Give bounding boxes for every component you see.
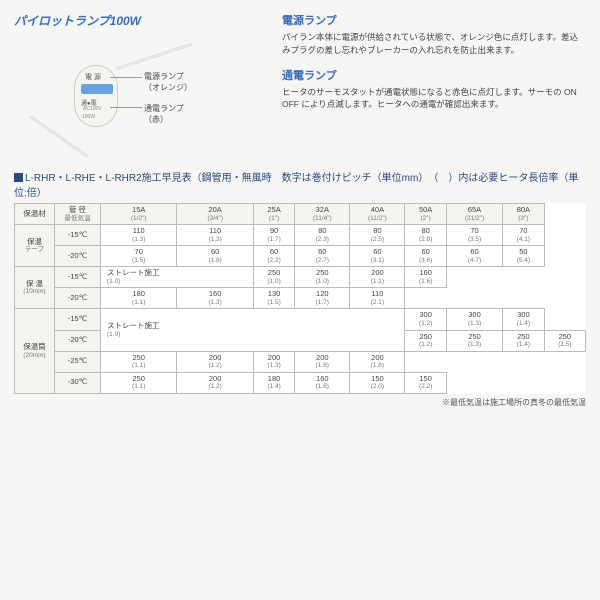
value-cell: ストレート施工(1.0) [101,309,405,351]
cord-upper [115,43,192,71]
value-cell: 120(1.7) [295,288,350,309]
value-cell: 60(4.7) [446,246,502,267]
value-cell: 300(1.3) [446,309,502,330]
callout-1-sub: （オレンジ） [144,83,192,92]
temp-header: -15℃ [55,267,101,288]
value-cell: 60(1.8) [177,246,253,267]
device-text-voltage: AC100V [83,106,102,112]
value-cell: 110(1.3) [177,225,253,246]
temp-header: -30℃ [55,372,101,393]
device-text-watt: 100W [82,114,95,120]
value-cell: 60(2.2) [253,246,294,267]
value-cell: 250(1.2) [405,330,446,351]
pilot-lamp-device: 電 源 通●電 AC100V 100W [74,65,118,127]
table-title: L-RHR・L-RHE・L-RHR2施工早見表（鋼管用・無風時 数字は巻付けピッ… [14,169,586,199]
spec-table: 保温材管 径最低気温15A(1/2")20A(3/4")25A(1")32A(1… [14,203,586,394]
section-2-body: ヒータのサーモスタットが通電状態になると赤色に点灯します。サーモの ON OFF… [282,86,586,112]
row-group-header: 保温テープ [15,225,55,267]
col-header: 管 径最低気温 [55,204,101,225]
value-cell: 200(1.2) [177,372,253,393]
value-cell: 80(2.8) [405,225,446,246]
value-cell: 250(1.1) [101,372,177,393]
col-header: 50A(2") [405,204,446,225]
value-cell: 250(1.1) [101,351,177,372]
value-cell: 200(1.8) [350,351,405,372]
callout-power-lamp: 電源ランプ （オレンジ） [144,71,192,93]
value-cell: 80(2.5) [350,225,405,246]
col-header: 保温材 [15,204,55,225]
leader-line-2 [110,107,142,108]
top-section: パイロットランプ100W 電 源 通●電 AC100V 100W 電源ランプ （… [14,12,586,155]
value-cell: 150(2.2) [405,372,446,393]
value-cell: 300(1.2) [405,309,446,330]
table-footnote: ※最低気温は施工場所の真冬の最低気温 [14,397,586,408]
value-cell: 60(3.1) [350,246,405,267]
value-cell: 200(1.3) [253,351,294,372]
section-1-heading: 電源ランプ [282,12,586,28]
table-head: 保温材管 径最低気温15A(1/2")20A(3/4")25A(1")32A(1… [15,204,586,225]
callout-1-label: 電源ランプ [144,72,184,81]
col-header: 15A(1/2") [101,204,177,225]
value-cell: 250(1.4) [503,330,544,351]
title-square-icon [14,173,23,182]
value-cell: 250(1.0) [295,267,350,288]
section-2-heading: 通電ランプ [282,67,586,83]
value-cell: 80(2.3) [295,225,350,246]
callout-current-lamp: 通電ランプ （赤） [144,103,184,125]
cord-lower [29,115,88,158]
device-blue-plate [81,84,113,94]
section-1-body: パイラン本体に電源が供給されている状態で、オレンジ色に点灯します。差込みプラグの… [282,31,586,57]
col-header: 80A(3") [503,204,544,225]
temp-header: -15℃ [55,225,101,246]
value-cell: 200(1.6) [295,351,350,372]
value-cell: 300(1.4) [503,309,544,330]
col-header: 40A(11/2") [350,204,405,225]
col-header: 65A(21/2") [446,204,502,225]
value-cell: 160(1.6) [405,267,446,288]
value-cell: 150(2.0) [350,372,405,393]
value-cell: 110(1.3) [101,225,177,246]
value-cell: 90(1.7) [253,225,294,246]
temp-header: -20℃ [55,246,101,267]
document-wrap: パイロットランプ100W 電 源 通●電 AC100V 100W 電源ランプ （… [0,0,600,420]
value-cell: 70(1.5) [101,246,177,267]
col-header: 20A(3/4") [177,204,253,225]
value-cell: 60(2.7) [295,246,350,267]
callout-2-label: 通電ランプ [144,104,184,113]
temp-header: -25℃ [55,351,101,372]
temp-header: -20℃ [55,330,101,351]
value-cell: 200(1.2) [177,351,253,372]
value-cell: 130(1.5) [253,288,294,309]
value-cell: 180(1.4) [253,372,294,393]
product-column: パイロットランプ100W 電 源 通●電 AC100V 100W 電源ランプ （… [14,12,274,155]
callout-2-sub: （赤） [144,115,168,124]
description-column: 電源ランプ パイラン本体に電源が供給されている状態で、オレンジ色に点灯します。差… [282,12,586,155]
leader-line-1 [110,77,142,78]
table-body: 保温テープ-15℃110(1.3)110(1.3)90(1.7)80(2.3)8… [15,225,586,394]
temp-header: -20℃ [55,288,101,309]
value-cell: ストレート施工(1.0) [101,267,254,288]
product-title: パイロットランプ100W [14,12,274,29]
row-group-header: 保 温(10mm) [15,267,55,309]
row-group-header: 保温筒(20mm) [15,309,55,393]
value-cell: 110(2.1) [350,288,405,309]
value-cell: 160(1.6) [295,372,350,393]
table-title-text: L-RHR・L-RHE・L-RHR2施工早見表（鋼管用・無風時 数字は巻付けピッ… [14,173,578,199]
value-cell: 160(1.3) [177,288,253,309]
value-cell: 250(1.3) [446,330,502,351]
col-header: 32A(11/4") [295,204,350,225]
value-cell: 200(1.1) [350,267,405,288]
value-cell: 50(5.4) [503,246,544,267]
col-header: 25A(1") [253,204,294,225]
temp-header: -15℃ [55,309,101,330]
value-cell: 70(4.1) [503,225,544,246]
value-cell: 250(1.0) [253,267,294,288]
value-cell: 250(1.5) [544,330,585,351]
value-cell: 60(3.6) [405,246,446,267]
device-text-power: 電 源 [85,72,101,82]
value-cell: 180(1.1) [101,288,177,309]
value-cell: 70(3.5) [446,225,502,246]
product-diagram: 電 源 通●電 AC100V 100W 電源ランプ （オレンジ） 通電ランプ （… [14,35,274,155]
